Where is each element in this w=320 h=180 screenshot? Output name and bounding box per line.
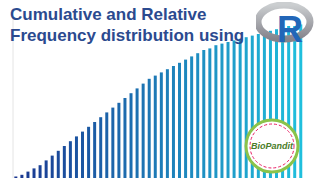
svg-text:BioPandit: BioPandit: [251, 141, 294, 151]
html-text:Cumulative and Relative Freque: Cumulative and Relative Frequency distri…: [10, 5, 245, 45]
svg-text:R: R: [277, 9, 303, 48]
